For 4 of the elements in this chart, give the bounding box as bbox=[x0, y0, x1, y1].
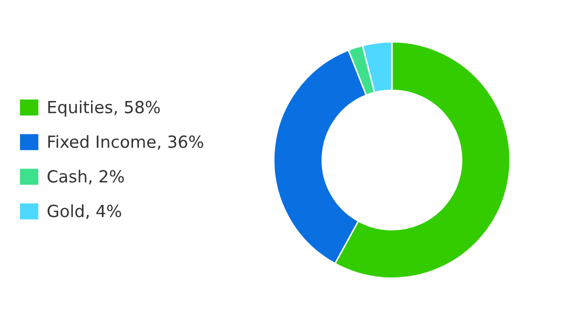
legend-label: Fixed Income, 36% bbox=[48, 135, 204, 150]
legend-label: Equities, 58% bbox=[48, 100, 160, 117]
legend-label: Cash, 2% bbox=[48, 170, 124, 184]
legend-label: Gold, 4% bbox=[48, 204, 122, 219]
